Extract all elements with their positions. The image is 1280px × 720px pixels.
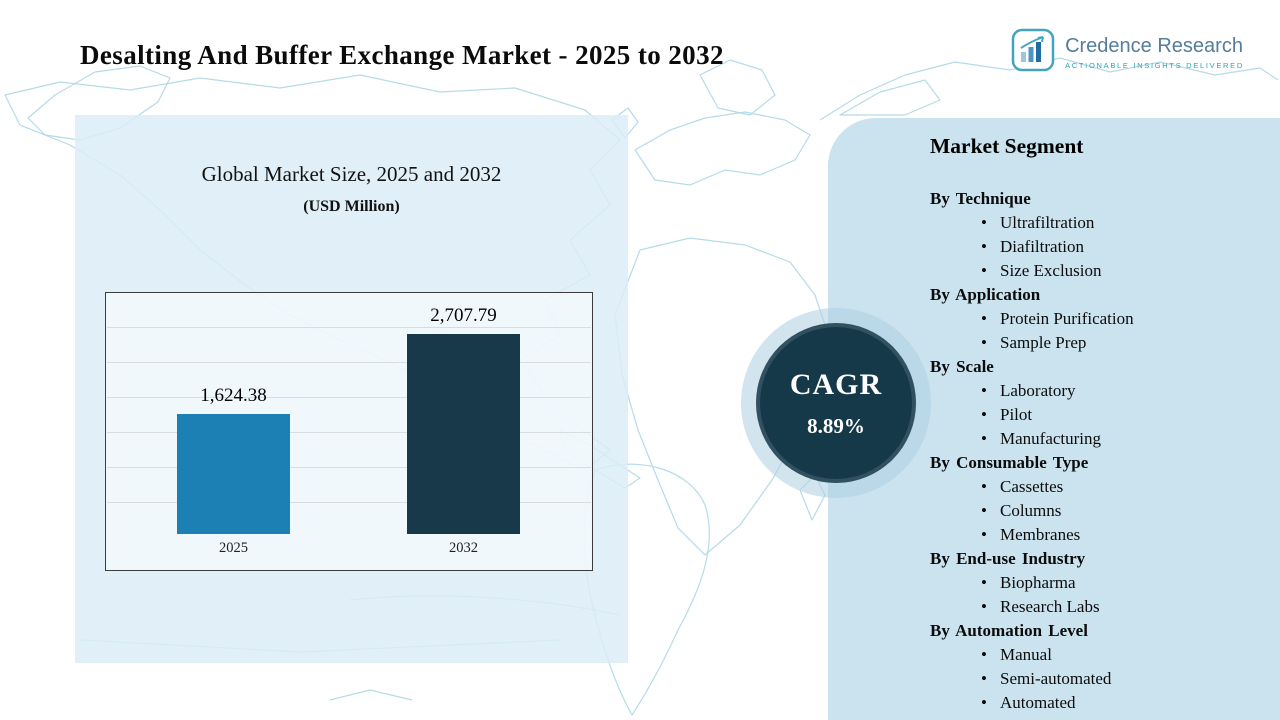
- bullet-icon: •: [981, 213, 987, 232]
- segment-item: • Sample Prep: [930, 331, 1280, 355]
- segment-group-label: By Consumable Type: [930, 453, 1089, 472]
- segment-group-label: By Automation Level: [930, 621, 1088, 640]
- bar-chart: 1,624.38 2025 2,707.79 2032: [105, 292, 593, 571]
- segment-item: • Pilot: [930, 403, 1280, 427]
- segment-item: • Protein Purification: [930, 307, 1280, 331]
- segment-item: • Automated: [930, 691, 1280, 715]
- bar-group-2032: 2,707.79 2032: [407, 305, 520, 562]
- bullet-icon: •: [981, 525, 987, 544]
- segment-item-text: Membranes: [1000, 525, 1081, 544]
- segment-item: • Biopharma: [930, 571, 1280, 595]
- cagr-value: 8.89%: [807, 413, 865, 438]
- segment-item-text: Sample Prep: [1000, 333, 1087, 352]
- segment-group-label: By Application: [930, 285, 1041, 304]
- segment-item-text: Research Labs: [1000, 597, 1100, 616]
- bullet-icon: •: [981, 477, 987, 496]
- bullet-icon: •: [981, 333, 987, 352]
- bar-value-label: 1,624.38: [200, 385, 267, 406]
- segment-item: • Cassettes: [930, 475, 1280, 499]
- segment-item-text: Size Exclusion: [1000, 261, 1102, 280]
- segment-group-label: By End-use Industry: [930, 549, 1086, 568]
- bullet-icon: •: [981, 405, 987, 424]
- segment-item-text: Columns: [1000, 501, 1062, 520]
- segment-item: • Manual: [930, 643, 1280, 667]
- segment-item: • Size Exclusion: [930, 259, 1280, 283]
- logo-name: Credence Research: [1065, 35, 1243, 57]
- bar: [407, 334, 520, 534]
- segment-group-label: By Technique: [930, 189, 1031, 208]
- chart-subtitle: (USD Million): [303, 198, 400, 215]
- segment-item-text: Semi-automated: [1000, 669, 1112, 688]
- segment-item: • Ultrafiltration: [930, 211, 1280, 235]
- bullet-icon: •: [981, 669, 987, 688]
- bullet-icon: •: [981, 261, 987, 280]
- segment-item: • Membranes: [930, 523, 1280, 547]
- segment-item-text: Pilot: [1000, 405, 1033, 424]
- bullet-icon: •: [981, 381, 987, 400]
- segment-item: • Semi-automated: [930, 667, 1280, 691]
- segment-item: • Laboratory: [930, 379, 1280, 403]
- cagr-label: CAGR: [789, 367, 883, 401]
- segment-item-text: Manufacturing: [1000, 429, 1102, 448]
- bar: [177, 414, 290, 534]
- cagr-badge: CAGR 8.89%: [756, 323, 916, 483]
- bar-category-label: 2025: [219, 540, 248, 556]
- bullet-icon: •: [981, 309, 987, 328]
- bullet-icon: •: [981, 501, 987, 520]
- brand-logo: Credence Research Actionable Insights De…: [1011, 28, 1244, 77]
- segment-groups: By Technique • Ultrafiltration • Diafiltrati…: [930, 187, 1280, 715]
- segment-item-text: Ultrafiltration: [1000, 213, 1095, 232]
- bar-group-2025: 1,624.38 2025: [177, 385, 290, 562]
- bullet-icon: •: [981, 597, 987, 616]
- segment-heading: Market Segment: [930, 134, 1084, 158]
- segment-item: • Manufacturing: [930, 427, 1280, 451]
- bullet-icon: •: [981, 429, 987, 448]
- chart-title: Global Market Size, 2025 and 2032: [201, 162, 502, 186]
- segment-item-text: Protein Purification: [1000, 309, 1134, 328]
- segment-item: • Diafiltration: [930, 235, 1280, 259]
- bar-value-label: 2,707.79: [430, 305, 497, 326]
- segment-item: • Research Labs: [930, 595, 1280, 619]
- bullet-icon: •: [981, 237, 987, 256]
- bullet-icon: •: [981, 693, 987, 712]
- segment-item-text: Laboratory: [1000, 381, 1076, 400]
- segment-item-text: Manual: [1000, 645, 1052, 664]
- segment-item-text: Automated: [1000, 693, 1076, 712]
- page-title: Desalting And Buffer Exchange Market - 2…: [80, 40, 724, 70]
- bullet-icon: •: [981, 573, 987, 592]
- logo-chart-icon: [1011, 28, 1055, 77]
- segment-item-text: Biopharma: [1000, 573, 1076, 592]
- segment-item-text: Diafiltration: [1000, 237, 1085, 256]
- bar-category-label: 2032: [449, 540, 478, 556]
- bullet-icon: •: [981, 645, 987, 664]
- segment-item-text: Cassettes: [1000, 477, 1064, 496]
- segment-group-label: By Scale: [930, 357, 994, 376]
- segment-item: • Columns: [930, 499, 1280, 523]
- logo-tagline: Actionable Insights Delivered: [1065, 61, 1244, 70]
